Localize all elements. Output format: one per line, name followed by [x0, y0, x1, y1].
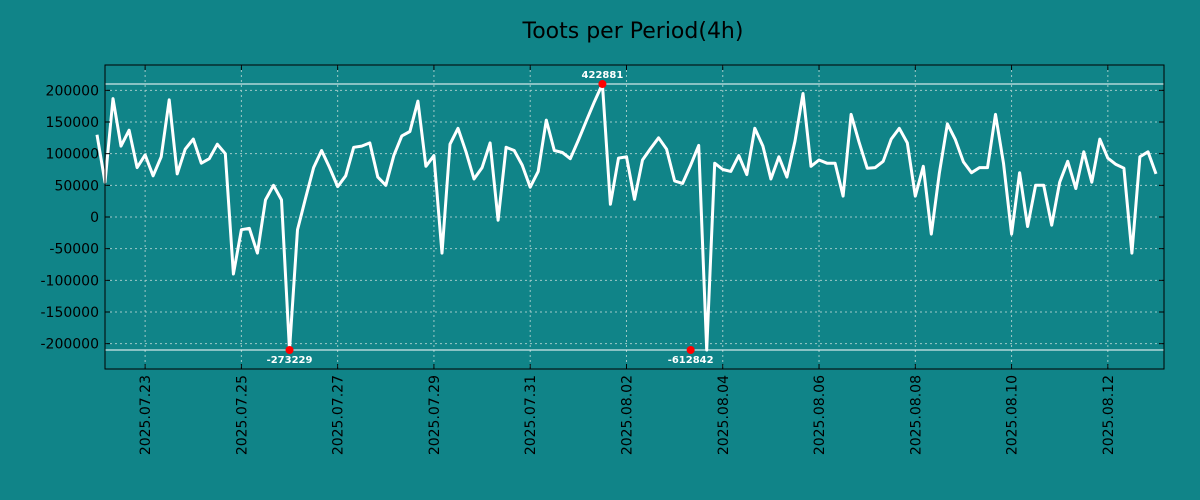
y-tick-label: -100000: [41, 273, 100, 289]
x-tick-label: 2025.07.23: [138, 375, 154, 455]
y-tick-label: -150000: [41, 305, 100, 321]
clip-lines: [105, 83, 1164, 351]
peak-marker: [686, 346, 695, 354]
grid: [105, 65, 1164, 369]
x-tick-label: 2025.08.04: [716, 375, 732, 455]
x-tick-label: 2025.08.06: [812, 375, 828, 455]
peak-marker: [285, 346, 294, 354]
x-tick-label: 2025.08.02: [619, 375, 635, 455]
peak-label: -612842: [668, 355, 714, 366]
x-tick-label: 2025.07.29: [427, 375, 443, 455]
y-tick-label: 200000: [46, 83, 99, 99]
axis-ticks: 200000 150000 100000 50000 0 -50000 -100000 -15…: [41, 65, 1164, 455]
x-tick-label: 2025.07.25: [234, 375, 250, 455]
peak-marker: [598, 80, 607, 88]
y-tick-label: -200000: [41, 337, 100, 353]
markers: 422881 -273229 -612842: [267, 70, 714, 366]
x-tick-label: 2025.08.12: [1101, 375, 1117, 455]
plot-frame: [104, 64, 1165, 370]
peak-label: 422881: [582, 70, 624, 81]
chart-title: Toots per Period(4h): [522, 19, 744, 44]
y-tick-label: 0: [90, 210, 99, 226]
y-tick-label: 150000: [46, 115, 99, 131]
y-tick-label: 100000: [46, 147, 99, 163]
x-tick-label: 2025.07.31: [523, 375, 539, 455]
peak-label: -273229: [267, 355, 313, 366]
y-tick-label: 50000: [54, 178, 99, 194]
x-tick-label: 2025.08.10: [1005, 375, 1021, 455]
x-tick-label: 2025.07.27: [331, 375, 347, 455]
y-tick-label: -50000: [49, 242, 99, 258]
series-line: [95, 82, 1158, 352]
x-tick-label: 2025.08.08: [908, 375, 924, 455]
